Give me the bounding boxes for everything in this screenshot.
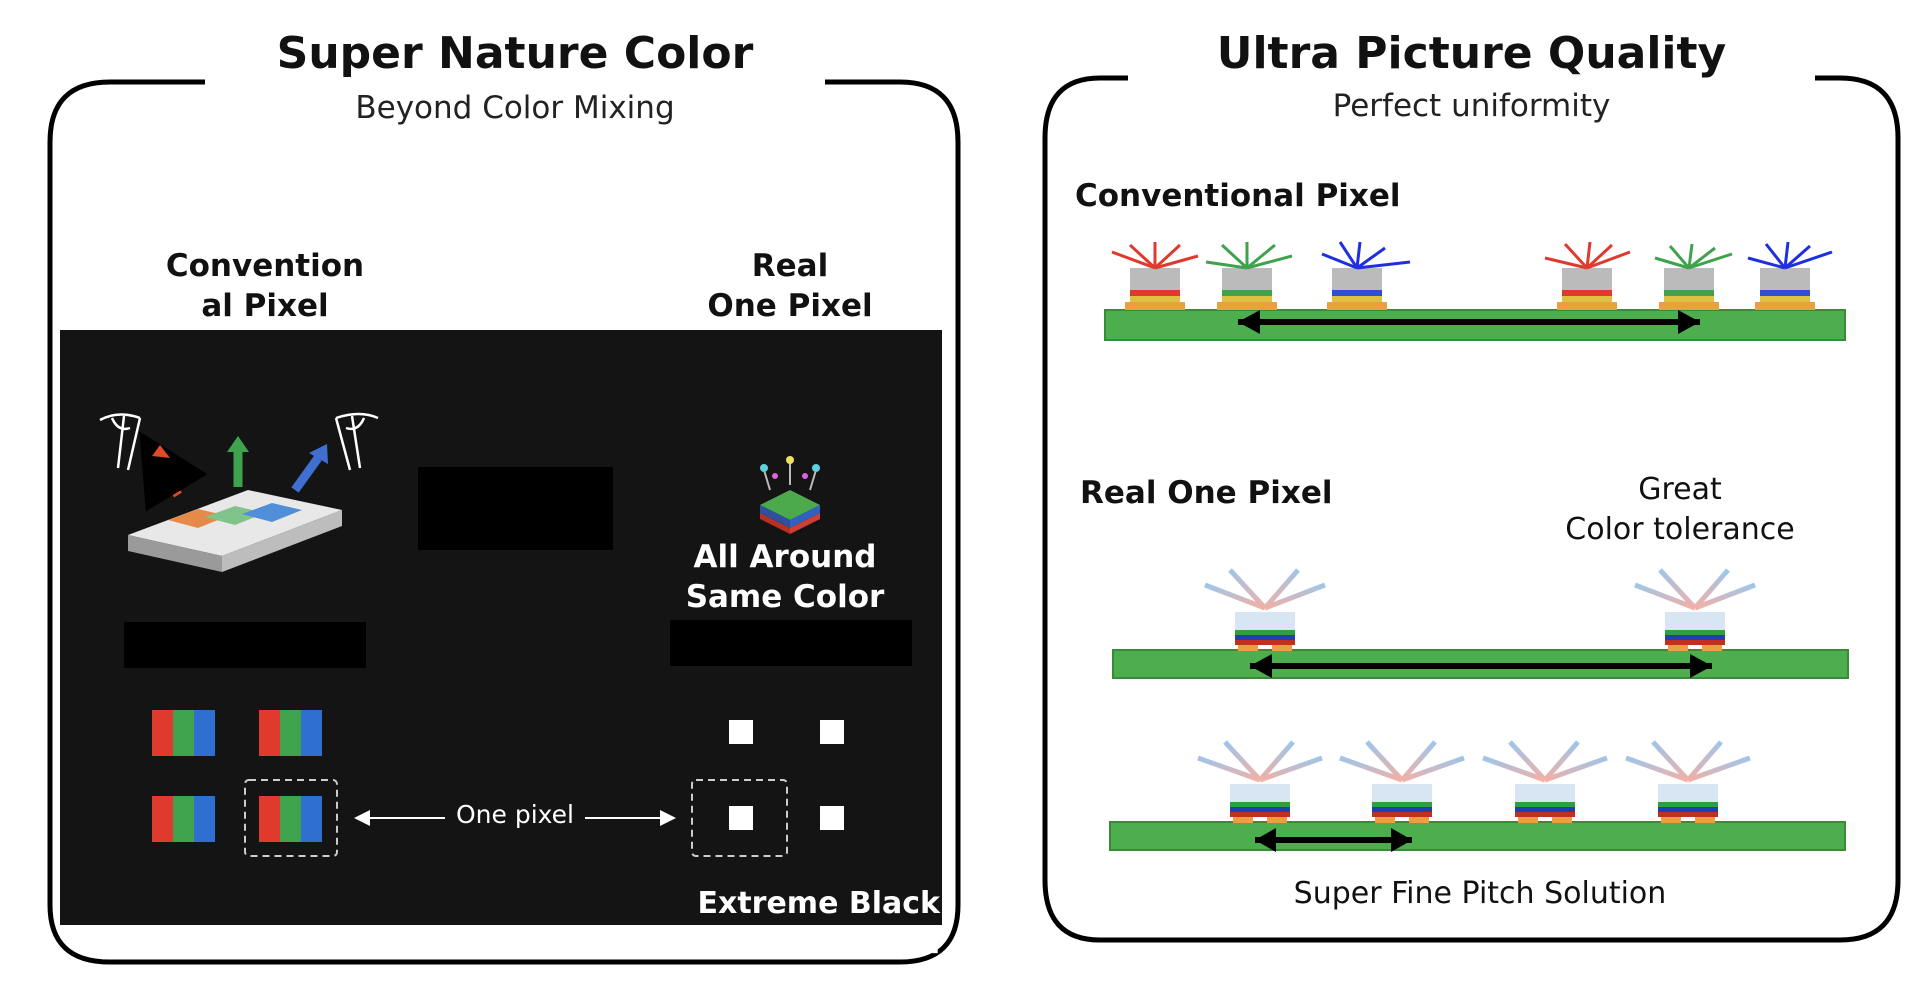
conventional-chip-illustration — [99, 412, 379, 572]
right-panel-frame — [1042, 75, 1901, 943]
redacted-block-1 — [418, 467, 613, 550]
real-label-line2: One Pixel — [707, 288, 873, 324]
all-around-line2: Same Color — [685, 579, 885, 615]
real-one-pixel-heading: Real One Pixel — [1080, 475, 1333, 511]
white-pixel-grid — [691, 720, 844, 857]
conventional-label-line2: al Pixel — [201, 288, 329, 324]
all-around-line1: All Around — [693, 539, 877, 575]
great-color-tolerance-label: Great Color tolerance — [1540, 470, 1820, 550]
real-pixel-stack-illustration — [760, 456, 820, 534]
great-line1: Great — [1638, 472, 1722, 507]
real-label-line1: Real — [751, 248, 829, 284]
right-panel-subtitle: Perfect uniformity — [1332, 88, 1611, 124]
conventional-one-pixel-box — [244, 779, 338, 857]
fine-pitch-row — [1109, 735, 1846, 852]
great-line2: Color tolerance — [1565, 512, 1795, 547]
real-one-pixel-box — [691, 779, 788, 857]
rgb-pixel-grid — [152, 710, 338, 857]
right-panel-title: Ultra Picture Quality — [1216, 28, 1727, 79]
real-one-pixel-label: Real One Pixel — [670, 246, 910, 326]
left-panel-title: Super Nature Color — [276, 28, 754, 79]
conventional-pixel-label: Convention al Pixel — [140, 246, 390, 326]
conventional-pixel-row — [1104, 241, 1846, 341]
redacted-block-3 — [670, 620, 912, 666]
left-panel-subtitle: Beyond Color Mixing — [355, 90, 675, 126]
conventional-label-line1: Convention — [165, 248, 365, 284]
one-pixel-label: One pixel — [455, 800, 575, 829]
real-one-pixel-row — [1112, 562, 1849, 679]
redacted-block-2 — [124, 622, 366, 668]
super-fine-pitch-label: Super Fine Pitch Solution — [1293, 876, 1667, 911]
left-panel-frame — [47, 79, 961, 965]
extreme-black-area-label: Extreme Black Area — [697, 886, 940, 961]
conventional-pixel-heading: Conventional Pixel — [1075, 178, 1401, 214]
all-around-same-color-label: All Around Same Color — [660, 537, 910, 617]
